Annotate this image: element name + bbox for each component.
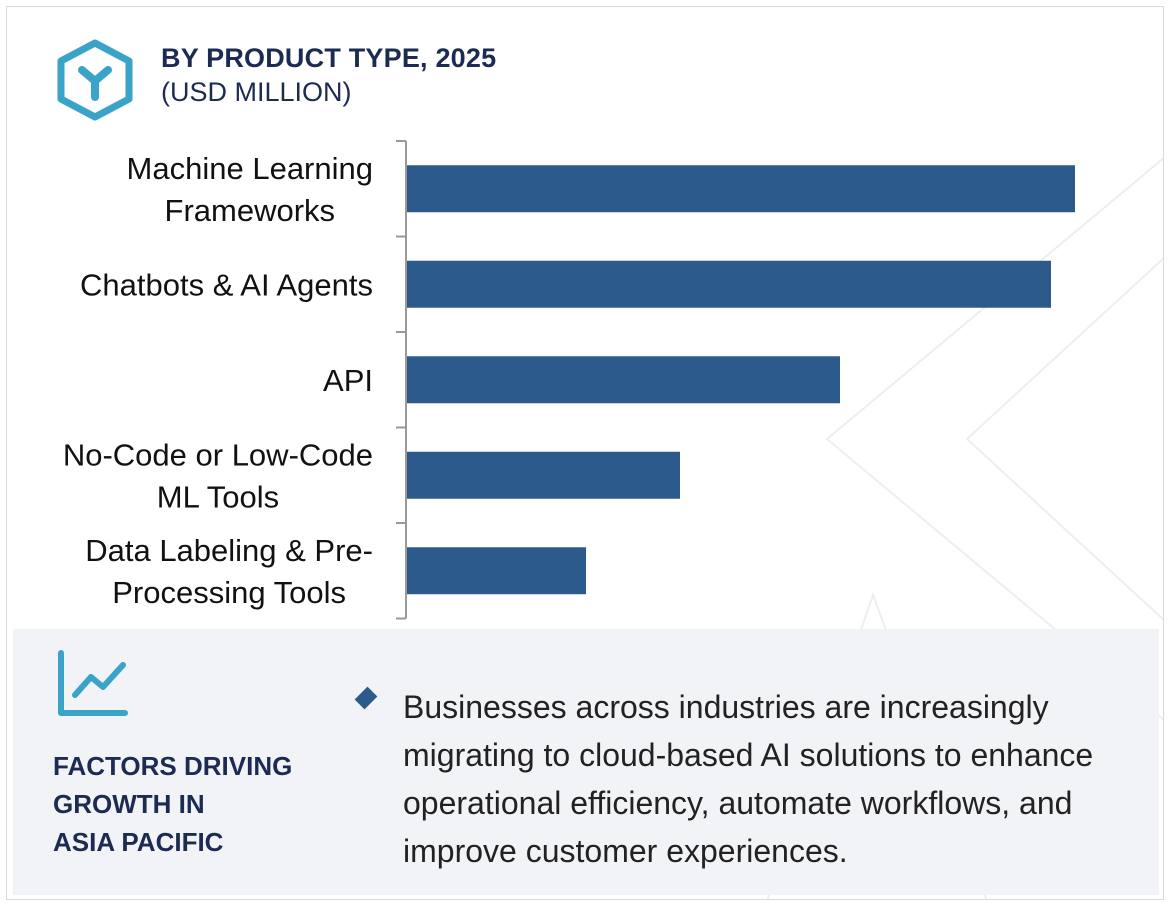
category-label-line: ML Tools xyxy=(157,479,279,514)
infographic-card: BY PRODUCT TYPE, 2025 (USD MILLION) Mach… xyxy=(6,6,1164,900)
bar xyxy=(407,356,840,404)
bar xyxy=(407,260,1051,308)
factors-title: FACTORS DRIVING GROWTH IN ASIA PACIFIC xyxy=(53,747,353,861)
category-label: Data Labeling & Pre- Processing Tools xyxy=(85,533,373,610)
category-label: No-Code or Low-Code ML Tools xyxy=(63,437,373,514)
category-label-line: Machine Learning xyxy=(127,151,373,186)
chart-title: BY PRODUCT TYPE, 2025 xyxy=(161,43,497,73)
factor-bullet-text: Businesses across industries are increas… xyxy=(403,689,1094,869)
factors-title-line: FACTORS DRIVING xyxy=(53,751,293,781)
category-label-line: No-Code or Low-Code xyxy=(63,437,373,472)
category-label: API xyxy=(323,363,373,398)
category-label-line: Processing Tools xyxy=(112,575,346,610)
chart-subtitle: (USD MILLION) xyxy=(161,77,352,107)
diamond-bullet-icon xyxy=(354,686,378,710)
hexagon-y-icon xyxy=(57,39,133,121)
category-label: Chatbots & AI Agents xyxy=(80,267,373,302)
bar xyxy=(407,547,586,595)
factors-title-line: ASIA PACIFIC xyxy=(53,827,224,857)
factors-panel: FACTORS DRIVING GROWTH IN ASIA PACIFIC B… xyxy=(13,629,1159,895)
factors-title-line: GROWTH IN xyxy=(53,789,205,819)
category-label-line: Data Labeling & Pre- xyxy=(85,533,373,568)
bar-chart: Machine Learning Frameworks Chatbots & AI … xyxy=(63,140,1075,620)
bar xyxy=(407,165,1075,213)
category-label: Machine Learning Frameworks xyxy=(127,151,373,228)
growth-chart-icon xyxy=(58,650,128,716)
category-label-line: API xyxy=(323,363,373,398)
category-label-line: Chatbots & AI Agents xyxy=(80,267,373,302)
category-label-line: Frameworks xyxy=(165,193,336,228)
bar xyxy=(407,451,680,499)
